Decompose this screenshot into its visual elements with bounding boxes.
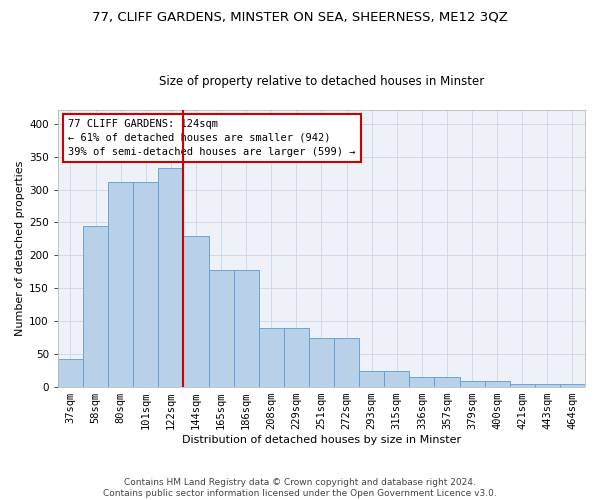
Bar: [284, 328, 309, 387]
Bar: [510, 384, 535, 387]
Bar: [158, 168, 184, 387]
Bar: [209, 270, 233, 387]
Text: Contains HM Land Registry data © Crown copyright and database right 2024.
Contai: Contains HM Land Registry data © Crown c…: [103, 478, 497, 498]
Bar: [485, 381, 510, 387]
Bar: [184, 236, 209, 387]
Bar: [334, 338, 359, 387]
Title: Size of property relative to detached houses in Minster: Size of property relative to detached ho…: [159, 76, 484, 88]
Text: 77 CLIFF GARDENS: 124sqm
← 61% of detached houses are smaller (942)
39% of semi-: 77 CLIFF GARDENS: 124sqm ← 61% of detach…: [68, 119, 356, 157]
Bar: [83, 226, 108, 387]
Text: 77, CLIFF GARDENS, MINSTER ON SEA, SHEERNESS, ME12 3QZ: 77, CLIFF GARDENS, MINSTER ON SEA, SHEER…: [92, 10, 508, 23]
Bar: [359, 370, 384, 387]
Bar: [58, 359, 83, 387]
Bar: [535, 384, 560, 387]
Bar: [259, 328, 284, 387]
X-axis label: Distribution of detached houses by size in Minster: Distribution of detached houses by size …: [182, 435, 461, 445]
Bar: [133, 182, 158, 387]
Bar: [108, 182, 133, 387]
Bar: [384, 370, 409, 387]
Bar: [233, 270, 259, 387]
Bar: [409, 377, 434, 387]
Bar: [309, 338, 334, 387]
Y-axis label: Number of detached properties: Number of detached properties: [15, 161, 25, 336]
Bar: [434, 377, 460, 387]
Bar: [460, 381, 485, 387]
Bar: [560, 384, 585, 387]
